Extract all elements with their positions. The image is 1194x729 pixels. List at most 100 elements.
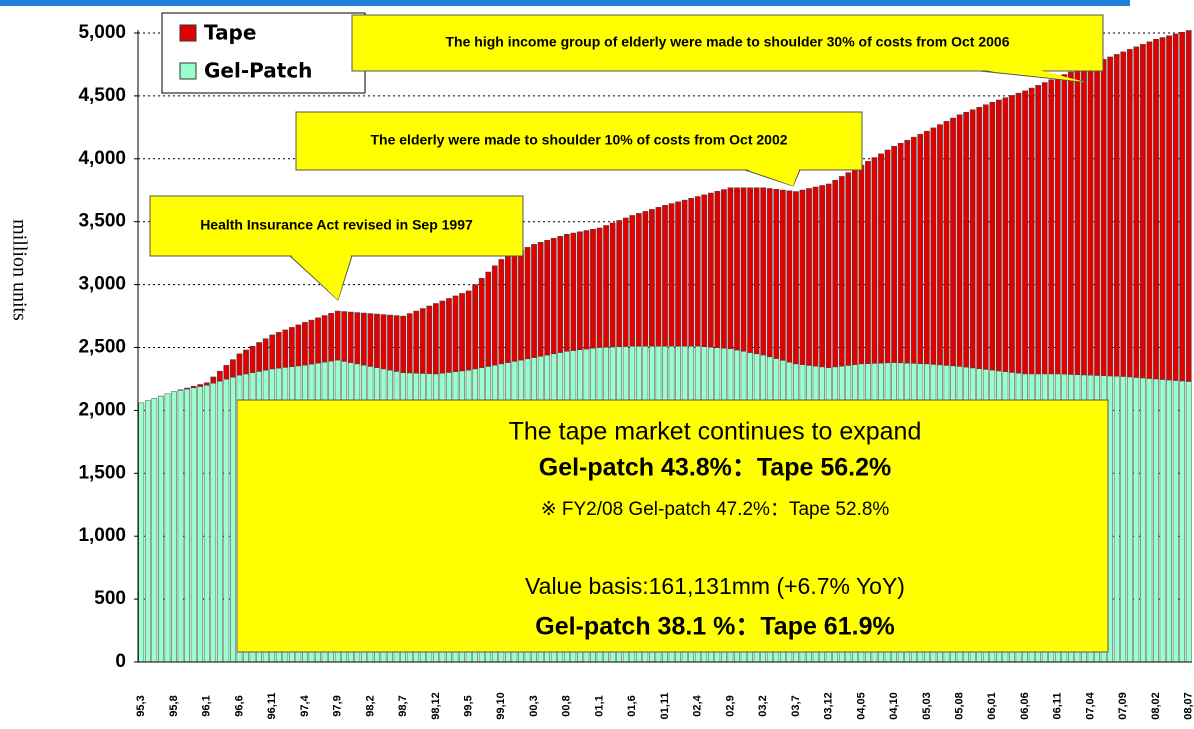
y-axis-label: million units xyxy=(8,219,30,321)
bar-segment xyxy=(472,284,479,370)
x-tick-label: 07,09 xyxy=(1117,692,1129,720)
bar-segment xyxy=(177,389,184,391)
bar-segment xyxy=(1166,379,1172,663)
bar-segment xyxy=(446,298,452,373)
bar-segment xyxy=(1081,66,1087,376)
y-tick-label: 500 xyxy=(94,588,126,609)
bar-segment xyxy=(1159,379,1166,663)
bar-segment xyxy=(1087,64,1094,376)
bar-segment xyxy=(216,380,223,663)
bar-segment xyxy=(524,247,531,360)
bar-segment xyxy=(203,382,210,386)
bar-segment xyxy=(164,393,171,663)
bar-segment xyxy=(819,185,825,368)
bar-segment xyxy=(1002,97,1009,372)
bar-segment xyxy=(806,188,812,366)
bar-segment xyxy=(832,179,839,368)
bar-segment xyxy=(210,376,217,384)
bar-segment xyxy=(236,353,243,376)
bar-segment xyxy=(1120,376,1127,663)
bar-segment xyxy=(825,183,832,368)
callout-tail-cover xyxy=(291,255,351,300)
bar-segment xyxy=(773,188,780,359)
legend-label: Gel-Patch xyxy=(204,59,312,83)
y-tick-label: 4,000 xyxy=(78,148,126,169)
x-tick-label: 01,6 xyxy=(626,695,638,716)
bar-segment xyxy=(144,400,151,663)
bar-segment xyxy=(544,240,551,356)
bar-segment xyxy=(197,386,204,663)
bar-segment xyxy=(662,205,668,347)
x-tick-label: 08,02 xyxy=(1150,692,1162,720)
bar-segment xyxy=(347,311,354,363)
bar-segment xyxy=(491,265,498,366)
bar-segment xyxy=(570,232,577,351)
bar-segment xyxy=(288,327,295,367)
bar-segment xyxy=(138,402,145,663)
bar-segment xyxy=(1140,377,1146,663)
bar-segment xyxy=(1041,82,1048,375)
bar-segment xyxy=(969,109,976,369)
y-tick-label: 5,000 xyxy=(78,22,126,43)
x-tick-label: 03,2 xyxy=(757,695,769,716)
bar-segment xyxy=(334,310,341,361)
y-tick-label: 3,500 xyxy=(78,211,126,232)
x-tick-label: 02,4 xyxy=(692,694,704,716)
bar-segment xyxy=(649,209,655,347)
bar-segment xyxy=(190,385,197,389)
legend-swatch xyxy=(179,24,197,42)
callout-box xyxy=(351,14,1104,72)
bar-segment xyxy=(269,334,276,370)
bar-segment xyxy=(275,332,282,369)
bar-segment xyxy=(603,225,609,348)
bar-segment xyxy=(956,114,963,367)
bar-segment xyxy=(838,176,845,367)
bar-segment xyxy=(223,378,230,663)
bar-segment xyxy=(694,196,701,347)
bar-segment xyxy=(917,133,924,364)
top-band xyxy=(0,0,1130,6)
x-tick-label: 96,1 xyxy=(201,695,213,716)
x-tick-label: 03,7 xyxy=(790,695,802,716)
bar-segment xyxy=(158,395,164,663)
bar-segment xyxy=(308,319,315,365)
bar-segment xyxy=(688,198,695,347)
callout-tail-cover xyxy=(746,169,799,186)
bar-segment xyxy=(976,106,983,369)
bar-segment xyxy=(413,310,420,374)
bar-segment xyxy=(341,311,348,362)
x-tick-label: 06,11 xyxy=(1052,693,1064,720)
bar-segment xyxy=(655,207,662,347)
bar-segment xyxy=(1120,51,1127,377)
bar-segment xyxy=(498,259,505,365)
bar-segment xyxy=(282,329,289,368)
bar-segment xyxy=(537,242,544,357)
y-tick-label: 0 xyxy=(115,651,126,672)
bar-segment xyxy=(1028,87,1035,375)
bar-segment xyxy=(766,188,773,358)
callout: Health Insurance Act revised in Sep 1997 xyxy=(149,195,524,301)
bar-segment xyxy=(851,168,858,365)
callout-box xyxy=(149,195,524,257)
x-tick-label: 04,10 xyxy=(888,692,900,720)
bar-segment xyxy=(1015,92,1022,374)
overlays: Tape Gel-Patch Health Insurance Act revise… xyxy=(149,12,1109,653)
summary-line: ※ FY2/08 Gel-patch 47.2%：Tape 52.8% xyxy=(541,499,890,520)
bar-segment xyxy=(884,149,891,364)
bar-segment xyxy=(531,244,537,358)
x-tick-label: 05,08 xyxy=(954,692,966,720)
bar-segment xyxy=(419,308,426,374)
bar-segment xyxy=(1185,30,1192,382)
bar-segment xyxy=(262,338,269,371)
x-tick-label: 04,05 xyxy=(855,692,867,720)
bar-segment xyxy=(930,127,937,365)
bar-segment xyxy=(1107,56,1114,377)
bar-segment xyxy=(223,365,230,380)
x-tick-label: 01,11 xyxy=(659,693,671,720)
bar-segment xyxy=(865,161,871,364)
x-tick-label: 95,8 xyxy=(168,695,180,716)
bar-segment xyxy=(982,104,989,370)
bar-segment xyxy=(793,191,799,365)
bar-segment xyxy=(1048,79,1055,375)
